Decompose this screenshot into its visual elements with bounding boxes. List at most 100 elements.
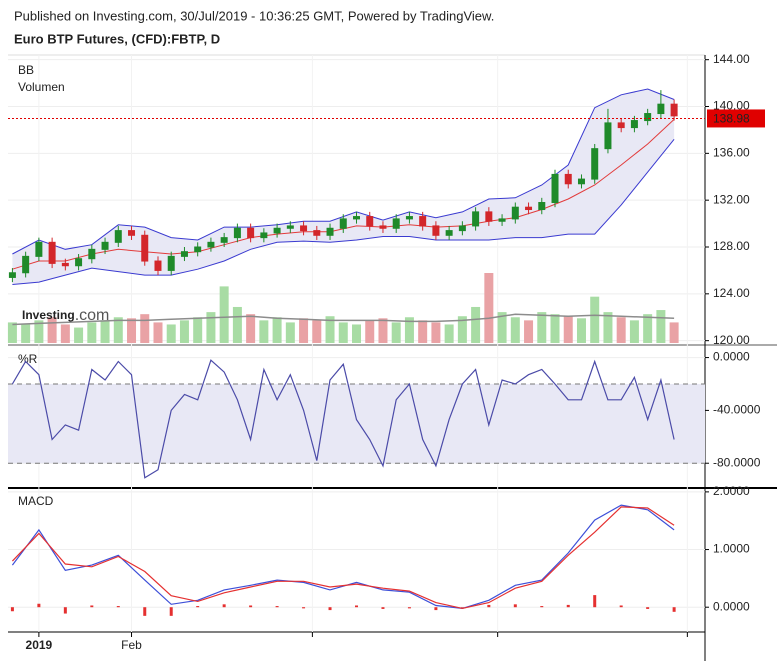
y-tick-label: 0.0000 <box>713 350 750 364</box>
line <box>11 359 675 479</box>
volume-bar <box>537 312 547 343</box>
histogram-bar <box>487 604 491 608</box>
histogram-bar <box>10 607 14 612</box>
volume-bar <box>140 314 150 343</box>
candle-body <box>617 122 625 129</box>
candle-body <box>101 241 109 250</box>
band-fill <box>8 383 705 464</box>
volume-bar <box>616 317 626 343</box>
volume-bar <box>431 322 441 343</box>
volume-bar <box>444 324 454 343</box>
volume-bar <box>510 317 520 343</box>
volume-bar <box>550 314 560 343</box>
volume-bar <box>378 318 388 343</box>
candle-body <box>233 227 241 239</box>
histogram-bar <box>249 605 253 608</box>
panel-title: MACD <box>18 494 54 508</box>
volume-bar <box>206 312 216 343</box>
y-tick-label: 132.00 <box>713 192 750 206</box>
candle-body <box>551 173 559 204</box>
y-tick-label: 136.00 <box>713 146 750 160</box>
candle-body <box>8 272 16 278</box>
candle-body <box>313 230 321 236</box>
x-tick-label: 2019 <box>26 638 53 652</box>
volume-bar <box>232 306 242 343</box>
volume-bar <box>259 320 269 343</box>
volume-bar <box>590 296 600 343</box>
volume-bar <box>100 320 110 343</box>
line <box>11 506 675 610</box>
volume-bar <box>219 286 229 343</box>
histogram-bar <box>116 606 120 608</box>
histogram-bar <box>381 607 385 609</box>
candle-body <box>525 206 533 211</box>
volume-bar <box>47 317 57 343</box>
candle-body <box>220 237 228 243</box>
watermark-brand: Investing <box>22 308 75 322</box>
candle-body <box>194 246 202 253</box>
candle-body <box>247 227 255 239</box>
volume-bar <box>299 318 309 343</box>
panel-title: %R <box>18 352 38 366</box>
candle-body <box>128 230 136 236</box>
histogram-bar <box>540 606 544 608</box>
candle-body <box>458 225 466 232</box>
volume-bar <box>338 322 348 343</box>
histogram-bar <box>460 607 464 608</box>
watermark: Investing.com <box>22 307 109 324</box>
volume-bar <box>576 318 586 343</box>
band-line <box>12 138 675 285</box>
candle-body <box>564 173 572 185</box>
candle-body <box>604 122 612 150</box>
histogram-bar <box>646 607 650 609</box>
histogram-bar <box>328 607 332 611</box>
histogram-bar <box>407 607 411 609</box>
histogram-bar <box>355 605 358 608</box>
histogram-bar <box>63 607 67 614</box>
volume-bar <box>391 322 401 343</box>
volume-bar <box>60 324 70 343</box>
y-tick-label: 124.00 <box>713 286 750 300</box>
y-tick-label: 144.00 <box>713 52 750 66</box>
candle-body <box>154 260 162 271</box>
volume-bar <box>457 316 467 343</box>
histogram-bar <box>275 606 279 608</box>
candle-body <box>392 218 400 229</box>
volume-bar <box>87 322 97 343</box>
candle-body <box>35 241 43 257</box>
histogram-bar <box>619 605 623 608</box>
candle-body <box>472 211 480 227</box>
volume-bar <box>352 324 361 343</box>
volume-bar <box>21 324 31 343</box>
histogram-bar <box>593 595 597 608</box>
volume-ma <box>12 313 675 326</box>
candle-body <box>353 216 360 220</box>
histogram-bar <box>37 603 41 608</box>
candle-body <box>61 262 69 267</box>
volume-bar <box>7 322 17 343</box>
candle-body <box>511 206 519 220</box>
y-tick-label: 140.00 <box>713 99 750 113</box>
candle-body <box>22 255 30 274</box>
y-tick-label: -80.0000 <box>713 455 761 469</box>
candle-body <box>670 103 678 117</box>
candle-body <box>445 230 453 236</box>
volume-bar <box>127 318 137 343</box>
volume-bar <box>272 317 282 343</box>
candle-body <box>419 216 427 227</box>
candle-body <box>366 216 374 227</box>
volume-bar <box>629 320 639 343</box>
panel-label: Volumen <box>18 80 65 94</box>
candle-body <box>300 225 308 232</box>
candle-body <box>485 211 493 222</box>
candle-body <box>326 227 334 236</box>
volume-bar <box>418 320 428 343</box>
y-tick-label: 2.0000 <box>713 484 750 498</box>
histogram-bar <box>434 607 438 611</box>
candle-body <box>339 218 347 229</box>
volume-bar <box>471 306 481 343</box>
candle-body <box>48 241 56 264</box>
y-tick-label: 1.0000 <box>713 542 750 556</box>
candle-body <box>577 178 585 185</box>
